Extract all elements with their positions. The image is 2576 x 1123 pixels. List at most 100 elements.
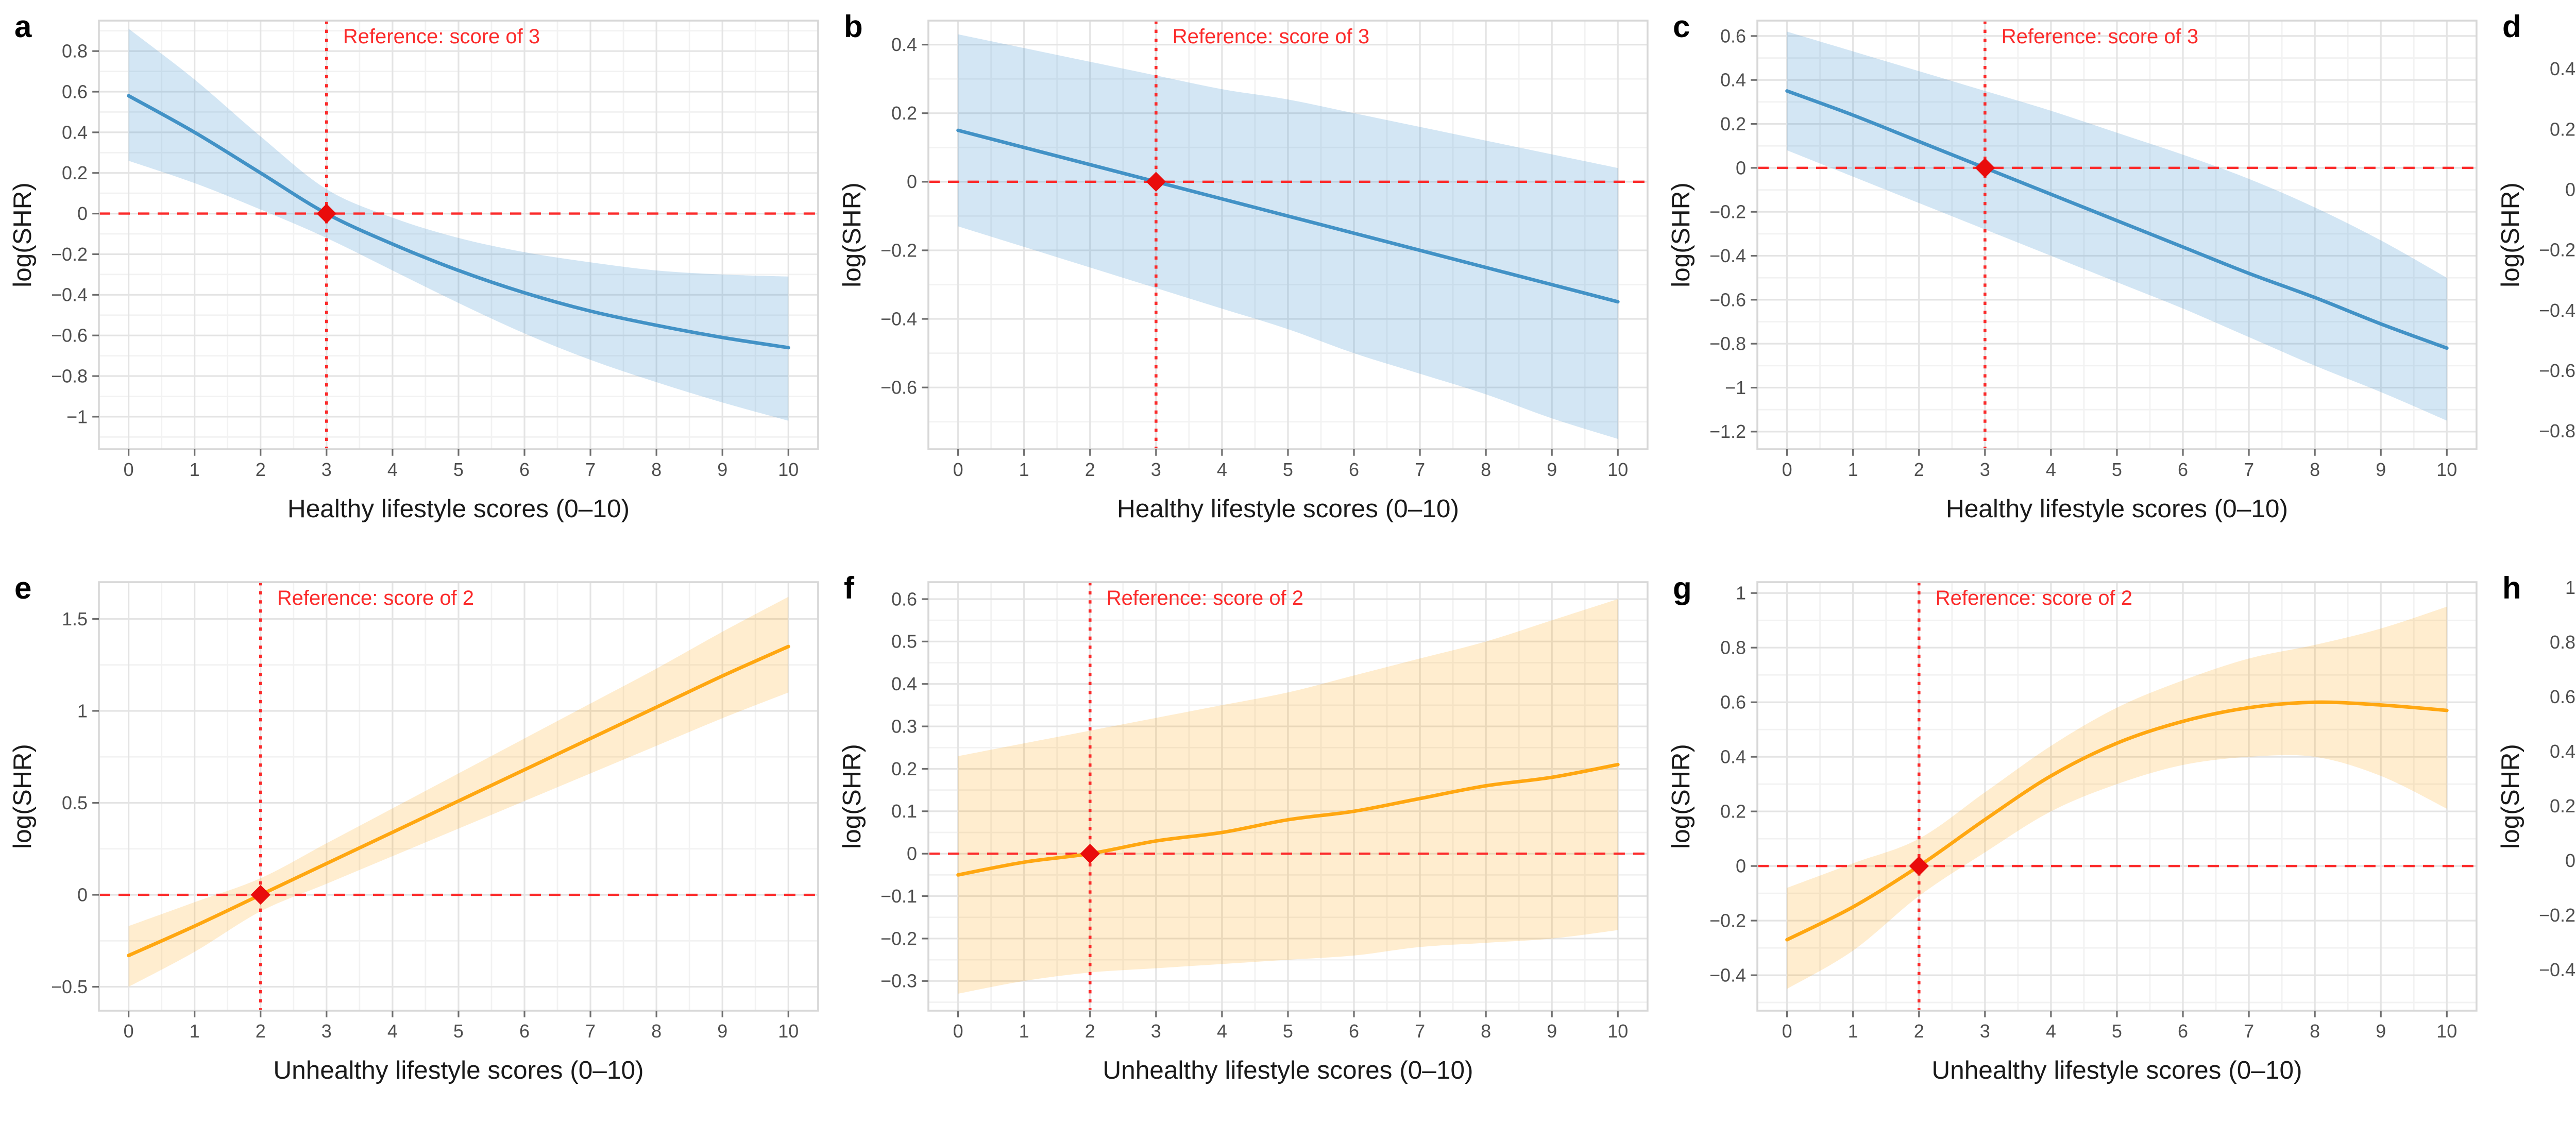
y-tick-label: 0 bbox=[2565, 179, 2575, 200]
y-tick-label: 0.3 bbox=[891, 716, 917, 737]
y-axis-label: log(SHR) bbox=[1666, 182, 1695, 287]
y-tick-label: 0.2 bbox=[891, 758, 917, 779]
x-tick-label: 9 bbox=[1547, 459, 1557, 480]
axis-ticks bbox=[92, 618, 789, 1017]
y-axis-label: log(SHR) bbox=[837, 182, 866, 287]
x-tick-label: 0 bbox=[1782, 459, 1792, 480]
y-axis-label: log(SHR) bbox=[837, 744, 866, 849]
x-tick-label: 9 bbox=[2376, 459, 2386, 480]
y-tick-label: 0.5 bbox=[62, 792, 88, 813]
y-tick-label: 0 bbox=[1736, 856, 1746, 877]
reference-point bbox=[316, 203, 337, 224]
x-tick-label: 3 bbox=[321, 459, 332, 480]
y-tick-label: 0.2 bbox=[2549, 795, 2575, 816]
reference-label: Reference: score of 3 bbox=[2002, 25, 2198, 48]
y-tick-label: 0.6 bbox=[891, 588, 917, 609]
x-tick-label: 9 bbox=[717, 1020, 727, 1042]
axis-ticks bbox=[1751, 592, 2448, 1017]
y-tick-label: 0.6 bbox=[1720, 692, 1746, 713]
x-axis-label: Healthy lifestyle scores (0–10) bbox=[1116, 494, 1459, 523]
y-tick-label: −0.2 bbox=[51, 244, 88, 265]
panel-f: 0 1 2 3 4 5 6 7 8 9 10 0.6 0.5 0.4 0.3 0.2 0.1 0 −0.1 −0.2 −… bbox=[829, 562, 1658, 1123]
plot-area bbox=[98, 581, 819, 1012]
x-tick-label: 0 bbox=[953, 459, 963, 480]
plot-area bbox=[98, 20, 819, 450]
y-tick-label: 0 bbox=[906, 171, 917, 192]
plot-area bbox=[1756, 20, 2478, 450]
y-tick-label: −0.2 bbox=[880, 240, 917, 261]
y-tick-label: 0 bbox=[77, 884, 88, 905]
x-tick-label: 2 bbox=[256, 1020, 266, 1042]
y-tick-label: −0.4 bbox=[1709, 245, 1746, 266]
confidence-band bbox=[128, 597, 789, 987]
x-tick-label: 5 bbox=[2112, 1020, 2122, 1042]
y-tick-label: 0.4 bbox=[1720, 70, 1746, 91]
y-tick-label: −1.2 bbox=[1709, 421, 1746, 442]
y-tick-label: −0.3 bbox=[880, 971, 917, 992]
x-tick-label: 4 bbox=[2046, 1020, 2056, 1042]
confidence-band bbox=[958, 599, 1618, 994]
panel-c-chart: 0 1 2 3 4 5 6 7 8 9 10 0.6 0.4 0.2 0 −0.2 −0.4 −0.6 −0.8 −1… bbox=[1666, 9, 2478, 523]
x-tick-label: 8 bbox=[651, 459, 662, 480]
y-axis-label: log(SHR) bbox=[8, 182, 37, 287]
y-tick-label: −1 bbox=[66, 406, 88, 427]
y-tick-label: 1 bbox=[1736, 583, 1746, 604]
spline-curve bbox=[127, 94, 790, 350]
x-tick-label: 3 bbox=[1980, 1020, 1990, 1042]
x-tick-label: 6 bbox=[1349, 459, 1359, 480]
y-tick-label: −0.2 bbox=[880, 928, 917, 949]
y-tick-label: 0.2 bbox=[2549, 118, 2575, 140]
panel-f-chart: 0 1 2 3 4 5 6 7 8 9 10 0.6 0.5 0.4 0.3 0.2 0.1 0 −0.1 −0.2 −… bbox=[837, 571, 1649, 1084]
x-tick-label: 7 bbox=[1415, 459, 1425, 480]
y-tick-label: 0.4 bbox=[2549, 741, 2575, 762]
x-tick-label: 4 bbox=[2046, 459, 2056, 480]
x-tick-label: 3 bbox=[1150, 1020, 1161, 1042]
panel-letter: b bbox=[843, 9, 862, 44]
y-tick-label: 1 bbox=[77, 700, 88, 721]
plot-area bbox=[1756, 581, 2478, 1012]
y-tick-label: 0.4 bbox=[891, 673, 917, 694]
x-tick-label: 1 bbox=[1848, 1020, 1858, 1042]
plot-area bbox=[927, 20, 1649, 450]
axis-ticks bbox=[92, 50, 789, 456]
grid-minor bbox=[1757, 21, 2477, 449]
y-tick-label: 0.8 bbox=[62, 41, 88, 62]
y-tick-label: −0.1 bbox=[880, 886, 917, 907]
panel-c: 0 1 2 3 4 5 6 7 8 9 10 0.6 0.4 0.2 0 −0.2 −0.4 −0.6 −0.8 −1… bbox=[1658, 0, 2488, 562]
x-tick-label: 7 bbox=[1415, 1020, 1425, 1042]
x-tick-label: 5 bbox=[453, 1020, 464, 1042]
y-tick-label: −0.4 bbox=[880, 308, 917, 329]
x-tick-label: 1 bbox=[1848, 459, 1858, 480]
x-axis-label: Healthy lifestyle scores (0–10) bbox=[287, 494, 630, 523]
y-tick-label: 0.8 bbox=[1720, 637, 1746, 658]
panel-e-chart: 0 1 2 3 4 5 6 7 8 9 10 1.5 1 0.5 0 −0.5 Unhealthy lifest… bbox=[8, 571, 819, 1084]
x-tick-label: 6 bbox=[2178, 459, 2188, 480]
y-tick-label: 0.2 bbox=[891, 103, 917, 124]
panel-letter: d bbox=[2502, 9, 2521, 44]
y-tick-label: −0.4 bbox=[2538, 959, 2575, 980]
panel-e: 0 1 2 3 4 5 6 7 8 9 10 1.5 1 0.5 0 −0.5 Unhealthy lifest… bbox=[0, 562, 829, 1123]
x-tick-label: 0 bbox=[124, 459, 134, 480]
y-tick-label: 1.5 bbox=[62, 608, 88, 629]
x-tick-label: 9 bbox=[1547, 1020, 1557, 1042]
y-tick-label: 0.2 bbox=[1720, 801, 1746, 822]
confidence-band bbox=[1787, 31, 2447, 421]
x-tick-label: 4 bbox=[387, 459, 398, 480]
y-tick-label: 0.2 bbox=[1720, 113, 1746, 134]
y-tick-label: 0 bbox=[2565, 850, 2575, 871]
x-tick-label: 8 bbox=[1481, 459, 1491, 480]
plot-area bbox=[927, 581, 1649, 1012]
reference-point bbox=[1146, 172, 1166, 192]
y-tick-label: −0.6 bbox=[880, 377, 917, 398]
panel-letter: c bbox=[1673, 9, 1690, 44]
y-tick-label: 0 bbox=[906, 843, 917, 864]
x-tick-label: 5 bbox=[2112, 459, 2122, 480]
panel-g: 0 1 2 3 4 5 6 7 8 9 10 1 0.8 0.6 0.4 0.2 0 −0.2 −0.4 Unheal… bbox=[1658, 562, 2488, 1123]
panel-letter: g bbox=[1673, 571, 1692, 605]
y-tick-label: −0.2 bbox=[1709, 910, 1746, 931]
x-tick-label: 2 bbox=[1084, 459, 1095, 480]
y-tick-label: −0.5 bbox=[51, 976, 88, 997]
x-axis-label: Unhealthy lifestyle scores (0–10) bbox=[1103, 1056, 1473, 1084]
confidence-band bbox=[128, 28, 789, 421]
x-tick-label: 6 bbox=[2178, 1020, 2188, 1042]
